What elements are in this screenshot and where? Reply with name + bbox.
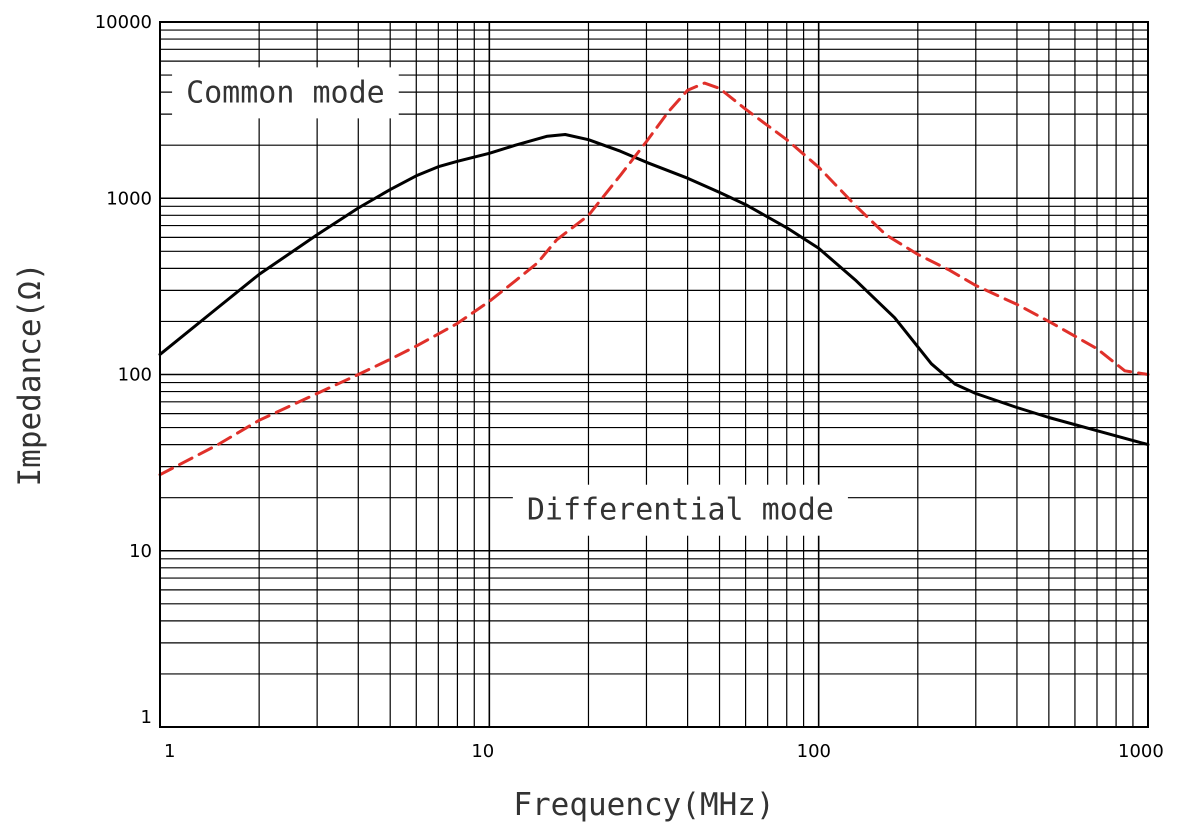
common-mode-label-bg xyxy=(172,67,399,119)
plot-frame xyxy=(159,21,1149,728)
y-tick-label: 10 xyxy=(129,541,152,562)
x-axis-label: Frequency(MHz) xyxy=(513,787,774,823)
y-tick-label: 10000 xyxy=(95,12,152,33)
x-tick-label: 1000 xyxy=(1118,741,1164,762)
grid xyxy=(159,22,1148,728)
differential-mode-label-bg xyxy=(512,484,848,536)
series-layer xyxy=(158,81,1150,477)
common-mode-label: Common mode xyxy=(186,75,385,110)
y-tick-label: 1000 xyxy=(106,188,152,209)
tick-labels: 1 10 100 1000 1 10 100 1000 10000 xyxy=(95,12,1164,762)
differential-mode-label: Differential mode xyxy=(527,493,834,528)
y-axis-label: Impedance(Ω) xyxy=(12,263,48,487)
x-tick-label: 1 xyxy=(164,741,175,762)
y-tick-label: 100 xyxy=(118,365,152,386)
x-tick-label: 10 xyxy=(471,741,494,762)
x-tick-label: 100 xyxy=(797,741,831,762)
series-line-1 xyxy=(158,81,1150,477)
y-tick-label: 1 xyxy=(141,707,152,728)
